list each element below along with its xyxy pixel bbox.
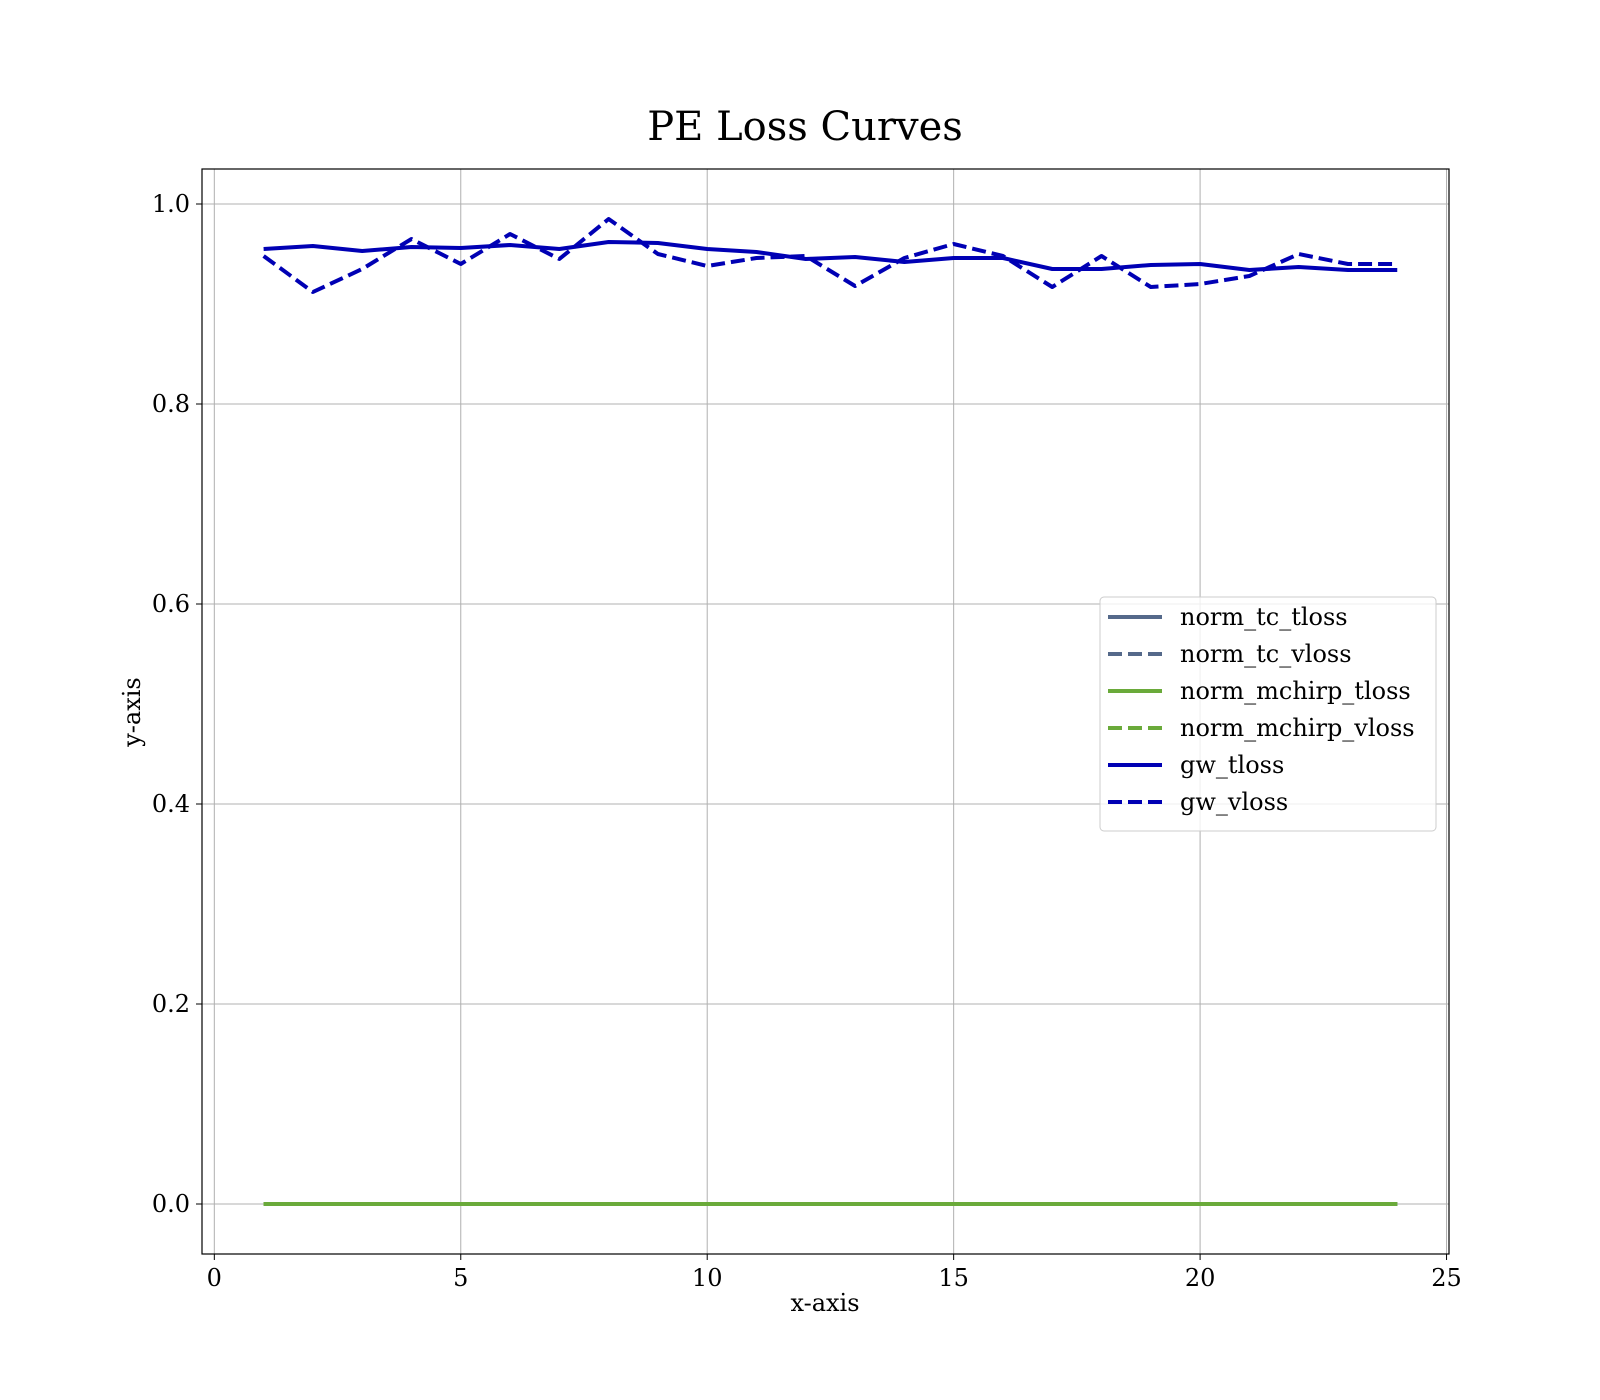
x-tick-label: 15 <box>938 1264 969 1292</box>
y-tick-label: 0.6 <box>152 590 190 618</box>
x-tick-label: 10 <box>692 1264 723 1292</box>
plot-frame <box>201 168 1450 1255</box>
x-tick-label: 5 <box>453 1264 468 1292</box>
series-line-gw_vloss <box>262 217 1398 294</box>
chart-title: PE Loss Curves <box>647 104 963 150</box>
legend-label-norm_tc_vloss: norm_tc_vloss <box>1180 640 1352 668</box>
y-tick-label: 1.0 <box>152 190 190 218</box>
legend-label-norm_mchirp_tloss: norm_mchirp_tloss <box>1180 677 1411 705</box>
x-tick-label: 20 <box>1185 1264 1216 1292</box>
legend-label-gw_vloss: gw_vloss <box>1180 788 1288 816</box>
legend: norm_tc_tloss norm_tc_vloss norm_mchirp_tl… <box>1099 596 1437 832</box>
legend-label-norm_mchirp_vloss: norm_mchirp_vloss <box>1180 714 1415 742</box>
y-tick-label: 0.4 <box>152 790 190 818</box>
y-axis-label: y-axis <box>118 677 146 748</box>
ticks-layer: 0 5 10 15 20 25 0.0 0.2 0.4 0.6 0.8 1.0 <box>152 190 1462 1292</box>
series-line-gw_tloss <box>263 240 1398 272</box>
y-tick-label: 0.2 <box>152 990 190 1018</box>
series-layer <box>262 217 1398 1206</box>
x-axis-label: x-axis <box>790 1289 859 1317</box>
y-tick-label: 0.0 <box>152 1190 190 1218</box>
y-tick-label: 0.8 <box>152 390 190 418</box>
legend-label-gw_tloss: gw_tloss <box>1180 751 1284 779</box>
x-tick-label: 25 <box>1431 1264 1462 1292</box>
legend-label-norm_tc_tloss: norm_tc_tloss <box>1180 603 1348 631</box>
x-tick-label: 0 <box>207 1264 222 1292</box>
legend-frame <box>1099 596 1437 832</box>
